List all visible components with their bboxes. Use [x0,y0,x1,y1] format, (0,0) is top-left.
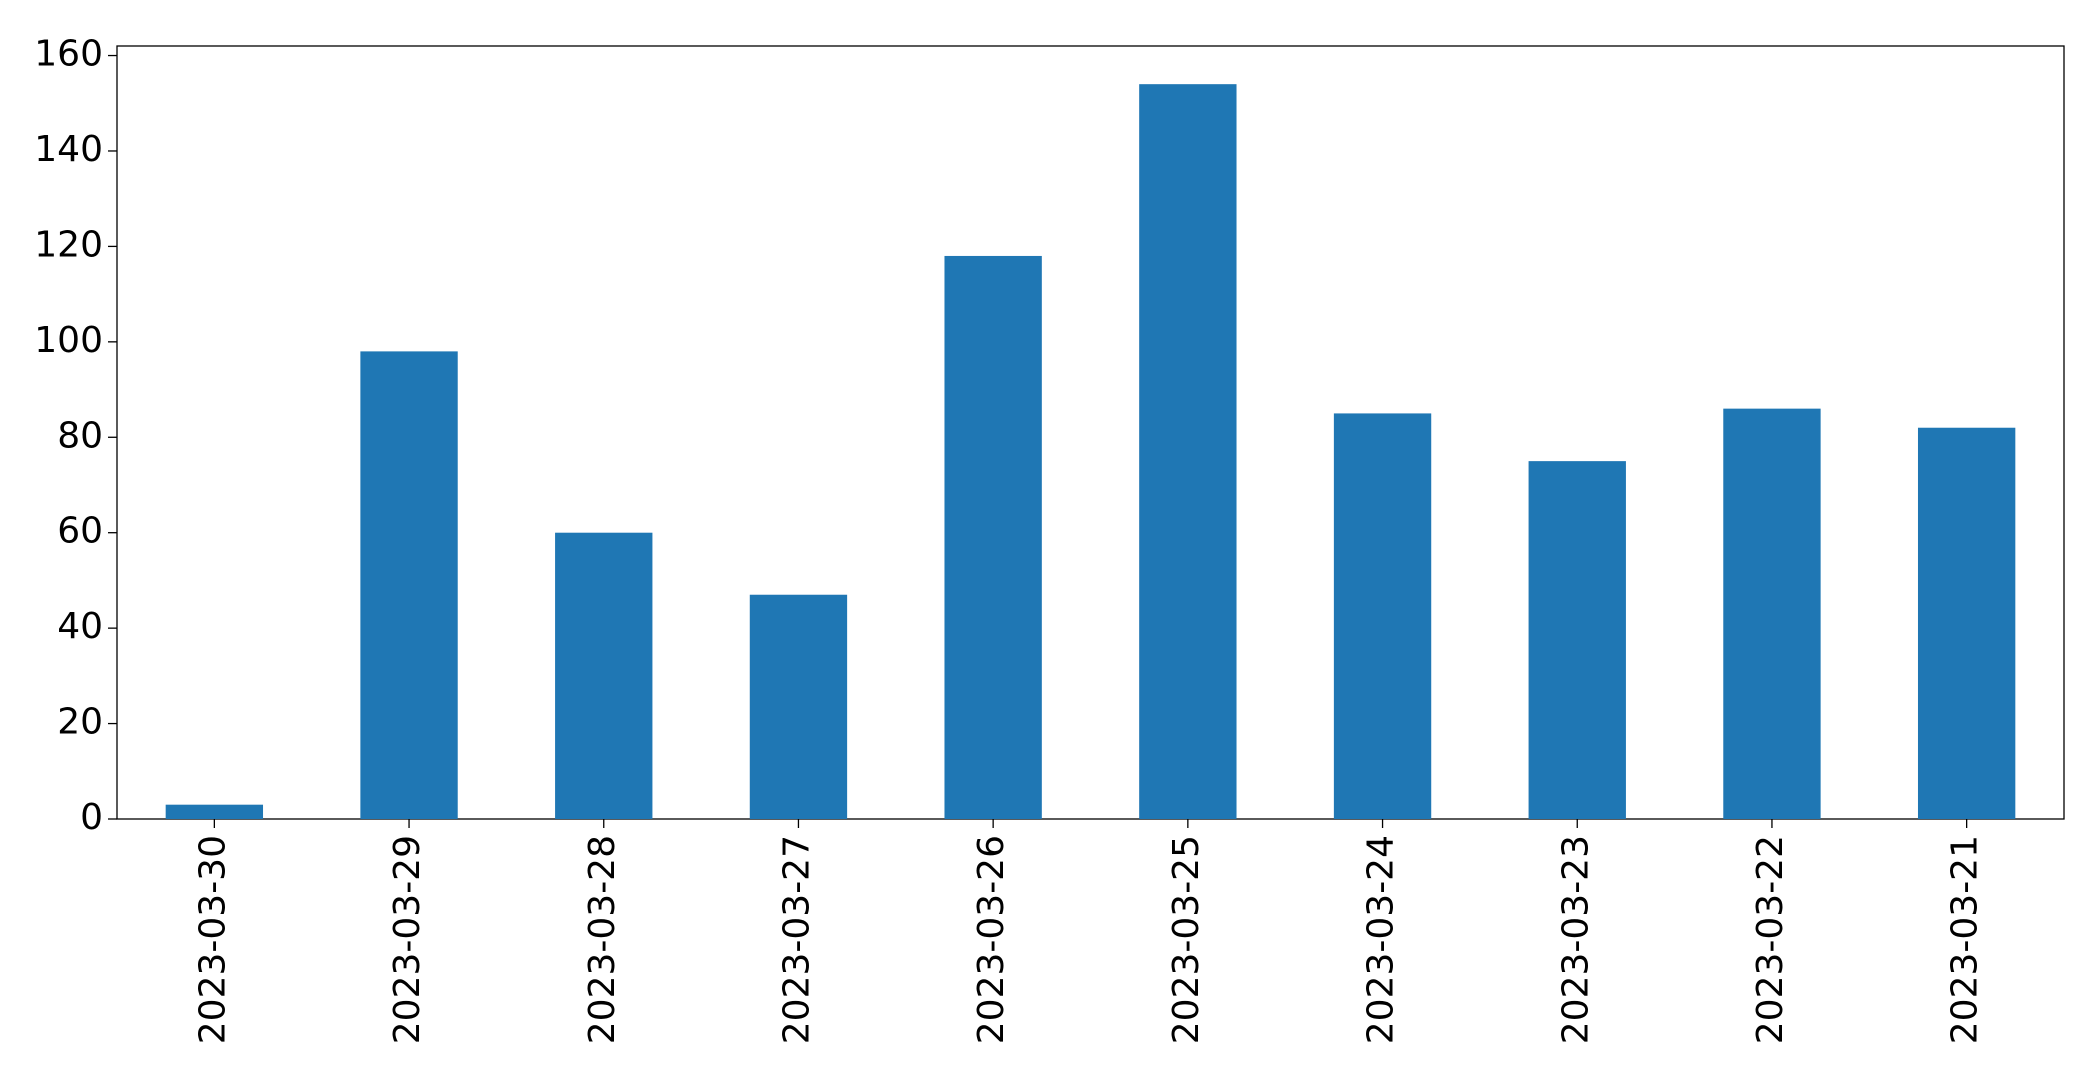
y-tick-label: 0 [80,797,103,838]
x-tick-label: 2023-03-28 [582,835,623,1044]
bar [749,594,848,819]
y-tick-label: 100 [34,320,103,361]
bar [360,351,458,819]
y-tick-label: 20 [57,702,103,743]
bar [1917,427,2016,819]
plot-frame [116,45,2065,820]
y-tick-label: 80 [57,415,103,456]
x-tick-label: 2023-03-23 [1555,835,1596,1044]
bar [944,255,1042,819]
y-tick-label: 60 [57,511,103,552]
bar [1139,84,1237,819]
bar [1528,461,1626,819]
x-tick-label: 2023-03-25 [1166,835,1207,1044]
y-tick-label: 160 [34,34,103,75]
x-tick-label: 2023-03-29 [387,835,428,1044]
x-tick-label: 2023-03-26 [971,835,1012,1044]
x-tick-label: 2023-03-22 [1750,835,1791,1044]
y-tick-label: 140 [34,129,103,170]
bar [1333,413,1432,819]
x-tick-label: 2023-03-27 [776,835,817,1044]
bar [165,804,264,819]
x-tick-label: 2023-03-24 [1361,835,1402,1044]
x-tick-label: 2023-03-30 [192,835,233,1044]
y-tick-label: 120 [34,224,103,265]
bar [555,532,653,819]
x-tick-label: 2023-03-21 [1945,835,1986,1044]
y-tick-label: 40 [57,606,103,647]
bar [1723,408,1821,819]
